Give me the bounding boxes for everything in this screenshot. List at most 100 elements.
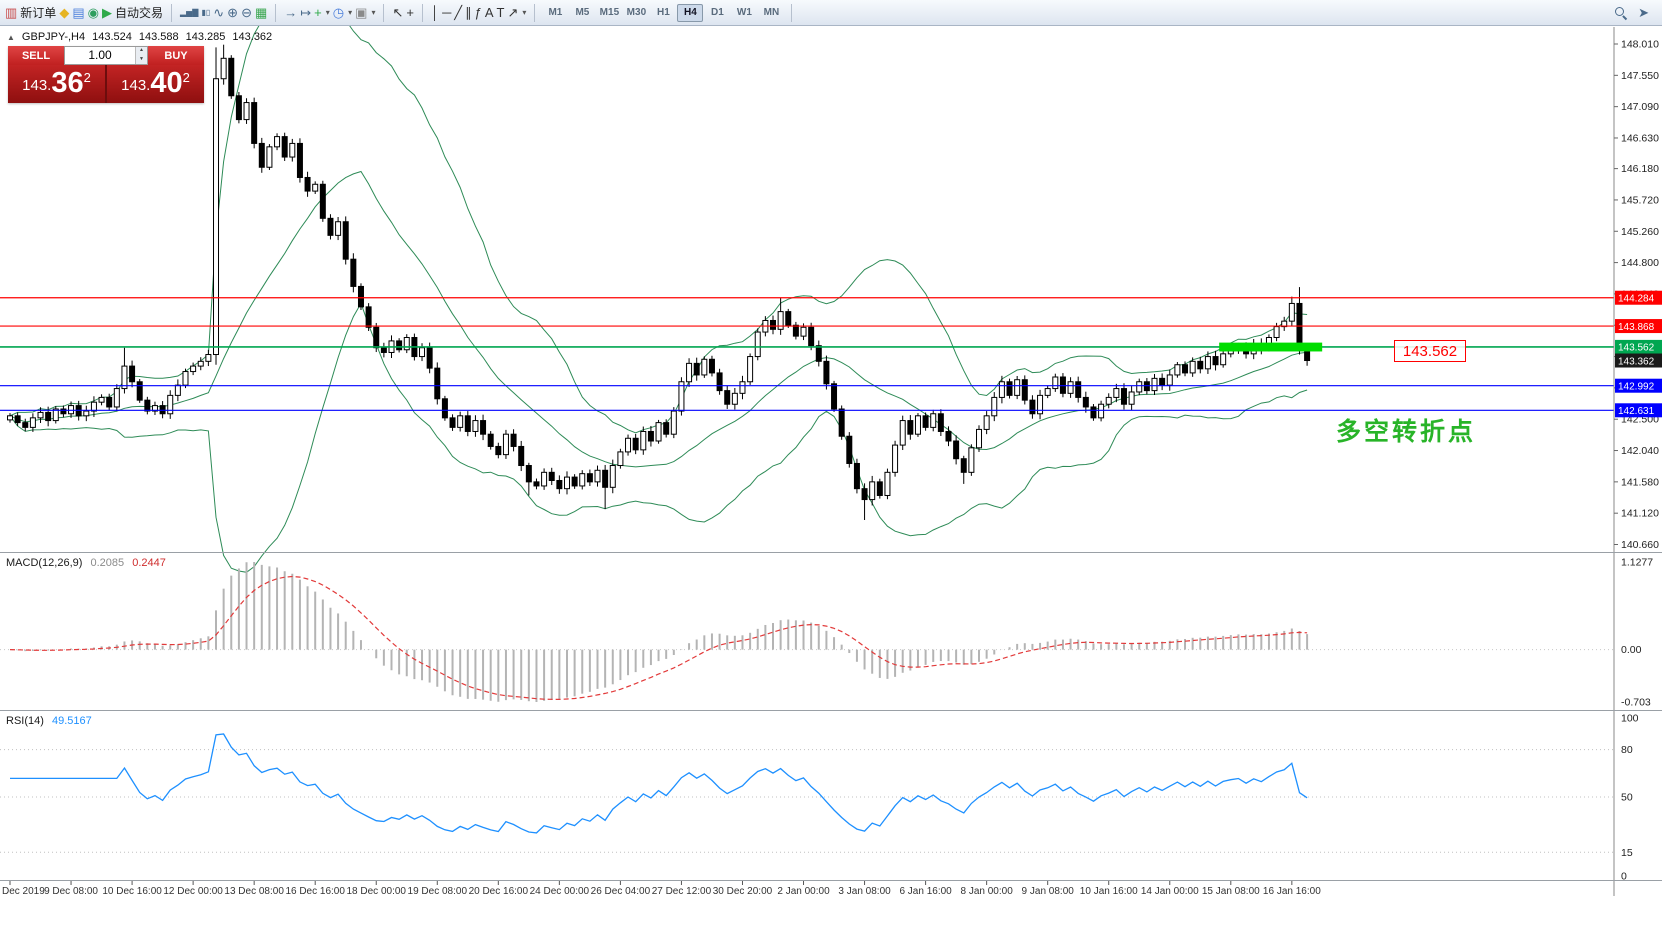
text-button[interactable]: A — [484, 3, 495, 23]
trendline-icon: ╱ — [454, 5, 463, 20]
indicators-button[interactable]: + ▾ — [313, 3, 331, 23]
timeframe-d1[interactable]: D1 — [704, 4, 730, 22]
zoom-out-button[interactable]: ⊖ — [240, 3, 253, 23]
caret-down-icon: ▾ — [325, 8, 330, 17]
fibonacci-button[interactable]: ƒ — [474, 3, 483, 23]
periods-button[interactable]: ◷ ▾ — [332, 3, 353, 23]
toolbar-separator — [791, 3, 793, 22]
autotrading-icon: ▶ — [101, 5, 112, 20]
profile-button[interactable]: ▤ — [71, 3, 85, 23]
rsi-scale-label: 100 — [1621, 713, 1639, 725]
arrows-button[interactable]: ↗ ▾ — [506, 3, 527, 23]
community-icon: ◉ — [87, 5, 99, 20]
rsi-name: RSI(14) — [6, 715, 44, 727]
sell-button[interactable]: 143. 36 2 — [8, 65, 105, 103]
symbol-period-label: GBPJPY-,H4 — [21, 31, 86, 43]
time-axis-label: 20 Dec 16:00 — [469, 886, 529, 897]
price-tag — [1615, 319, 1662, 334]
sell-label[interactable]: SELL — [8, 46, 64, 65]
one-click-collapse-icon[interactable]: ▲ — [7, 32, 15, 42]
volume-value[interactable]: 1.00 — [88, 48, 112, 62]
macd-scale-label: 0.00 — [1621, 644, 1642, 656]
timeframe-m30[interactable]: M30 — [623, 4, 649, 22]
one-click-divider — [105, 65, 107, 103]
time-axis-label: Dec 2019 — [2, 886, 45, 897]
horizontal-lines — [0, 297, 1614, 411]
volume-input[interactable]: 1.00 ▲ ▼ — [64, 46, 148, 65]
zoom-in-button[interactable]: ⊕ — [226, 3, 239, 23]
caret-down-icon: ▾ — [348, 8, 353, 17]
bar-chart-button[interactable]: ▂▅▇ — [179, 3, 199, 23]
zoom-out-icon: ⊖ — [241, 5, 252, 20]
turning-point-annotation[interactable]: 多空转折点 — [1336, 418, 1477, 446]
sell-price-pips: 36 — [51, 67, 84, 99]
magnifier-icon — [1614, 6, 1628, 20]
panel-separators — [0, 552, 1662, 881]
metaeditor-button[interactable]: ◆ — [58, 3, 70, 23]
volume-decrease-button[interactable]: ▼ — [136, 55, 147, 64]
candlestick-button[interactable]: ▮▯ — [200, 3, 211, 23]
label-button[interactable]: T — [496, 3, 506, 23]
crosshair-icon: + — [406, 5, 414, 20]
templates-button[interactable]: ▣ ▾ — [354, 3, 376, 23]
buy-label[interactable]: BUY — [148, 46, 204, 65]
channel-button[interactable]: ∥ — [464, 3, 473, 23]
label-icon: T — [496, 5, 505, 20]
time-axis-label: 8 Jan 00:00 — [961, 886, 1014, 897]
time-axis-label: 9 Dec 08:00 — [44, 886, 98, 897]
price-tick-label: 141.580 — [1621, 476, 1659, 488]
time-axis-label: 19 Dec 08:00 — [408, 886, 468, 897]
timeframe-h1[interactable]: H1 — [650, 4, 676, 22]
caret-down-icon: ▾ — [522, 8, 527, 17]
macd-name: MACD(12,26,9) — [6, 557, 83, 569]
trendline-button[interactable]: ╱ — [453, 3, 463, 23]
ohlc-high: 143.588 — [138, 31, 179, 43]
horizontal-line-icon: ─ — [442, 5, 452, 20]
new-order-button[interactable]: ▥ 新订单 — [4, 3, 57, 23]
tile-windows-button[interactable]: ▦ — [254, 3, 268, 23]
candlestick-icon: ▮▯ — [201, 7, 211, 17]
toolbar-group-chart-type: ▂▅▇ ▮▯ ∿ ⊕ ⊖ ▦ — [179, 3, 268, 23]
search-button[interactable] — [1613, 3, 1629, 23]
volume-increase-button[interactable]: ▲ — [136, 47, 147, 56]
timeframe-mn[interactable]: MN — [758, 4, 784, 22]
horizontal-line-button[interactable]: ─ — [441, 3, 452, 23]
chart-shift-button[interactable]: ↦ — [299, 3, 312, 23]
buy-button[interactable]: 143. 40 2 — [107, 65, 204, 103]
macd-scale-label: -0.703 — [1621, 697, 1651, 709]
metaeditor-icon: ◆ — [59, 5, 70, 20]
price-tick-label: 145.720 — [1621, 194, 1659, 206]
one-click-trading-panel: SELL 1.00 ▲ ▼ BUY 143. 36 2 143. 40 2 — [8, 46, 204, 103]
profile-icon: ▤ — [72, 5, 85, 20]
timeframe-h4[interactable]: H4 — [677, 3, 704, 22]
line-chart-button[interactable]: ∿ — [212, 3, 225, 23]
time-axis-label: 10 Jan 16:00 — [1080, 886, 1138, 897]
rsi-scale-label: 50 — [1621, 792, 1633, 804]
timeframe-m5[interactable]: M5 — [569, 4, 595, 22]
toolbar-separator — [383, 3, 385, 22]
macd-main-value: 0.2085 — [90, 557, 125, 569]
timeframe-m15[interactable]: M15 — [596, 4, 622, 22]
crosshair-button[interactable]: + — [405, 3, 415, 23]
price-tick-label: 146.630 — [1621, 132, 1659, 144]
rsi-indicator-label: RSI(14) 49.5167 — [6, 715, 92, 727]
candles — [7, 44, 1311, 520]
vertical-line-button[interactable]: │ — [430, 3, 440, 23]
pointer-button[interactable]: ➤ — [1637, 3, 1650, 23]
auto-scroll-button[interactable]: → — [283, 3, 298, 23]
text-icon: A — [484, 5, 494, 20]
timeframe-w1[interactable]: W1 — [731, 4, 757, 22]
buy-price-point: 2 — [182, 70, 190, 85]
rsi-level-lines — [0, 749, 1614, 853]
ohlc-low: 143.285 — [185, 31, 226, 43]
community-button[interactable]: ◉ — [87, 3, 100, 23]
time-axis-label: 18 Dec 00:00 — [346, 886, 406, 897]
tile-windows-icon: ▦ — [254, 5, 268, 20]
price-tag — [1615, 339, 1662, 354]
autotrading-button[interactable]: ▶ 自动交易 — [101, 3, 164, 23]
price-flag-annotation[interactable]: 143.562 — [1394, 340, 1466, 362]
cursor-button[interactable]: ↖ — [391, 3, 404, 23]
timeframe-m1[interactable]: M1 — [542, 4, 568, 22]
price-tag-label: 143.868 — [1618, 322, 1655, 333]
